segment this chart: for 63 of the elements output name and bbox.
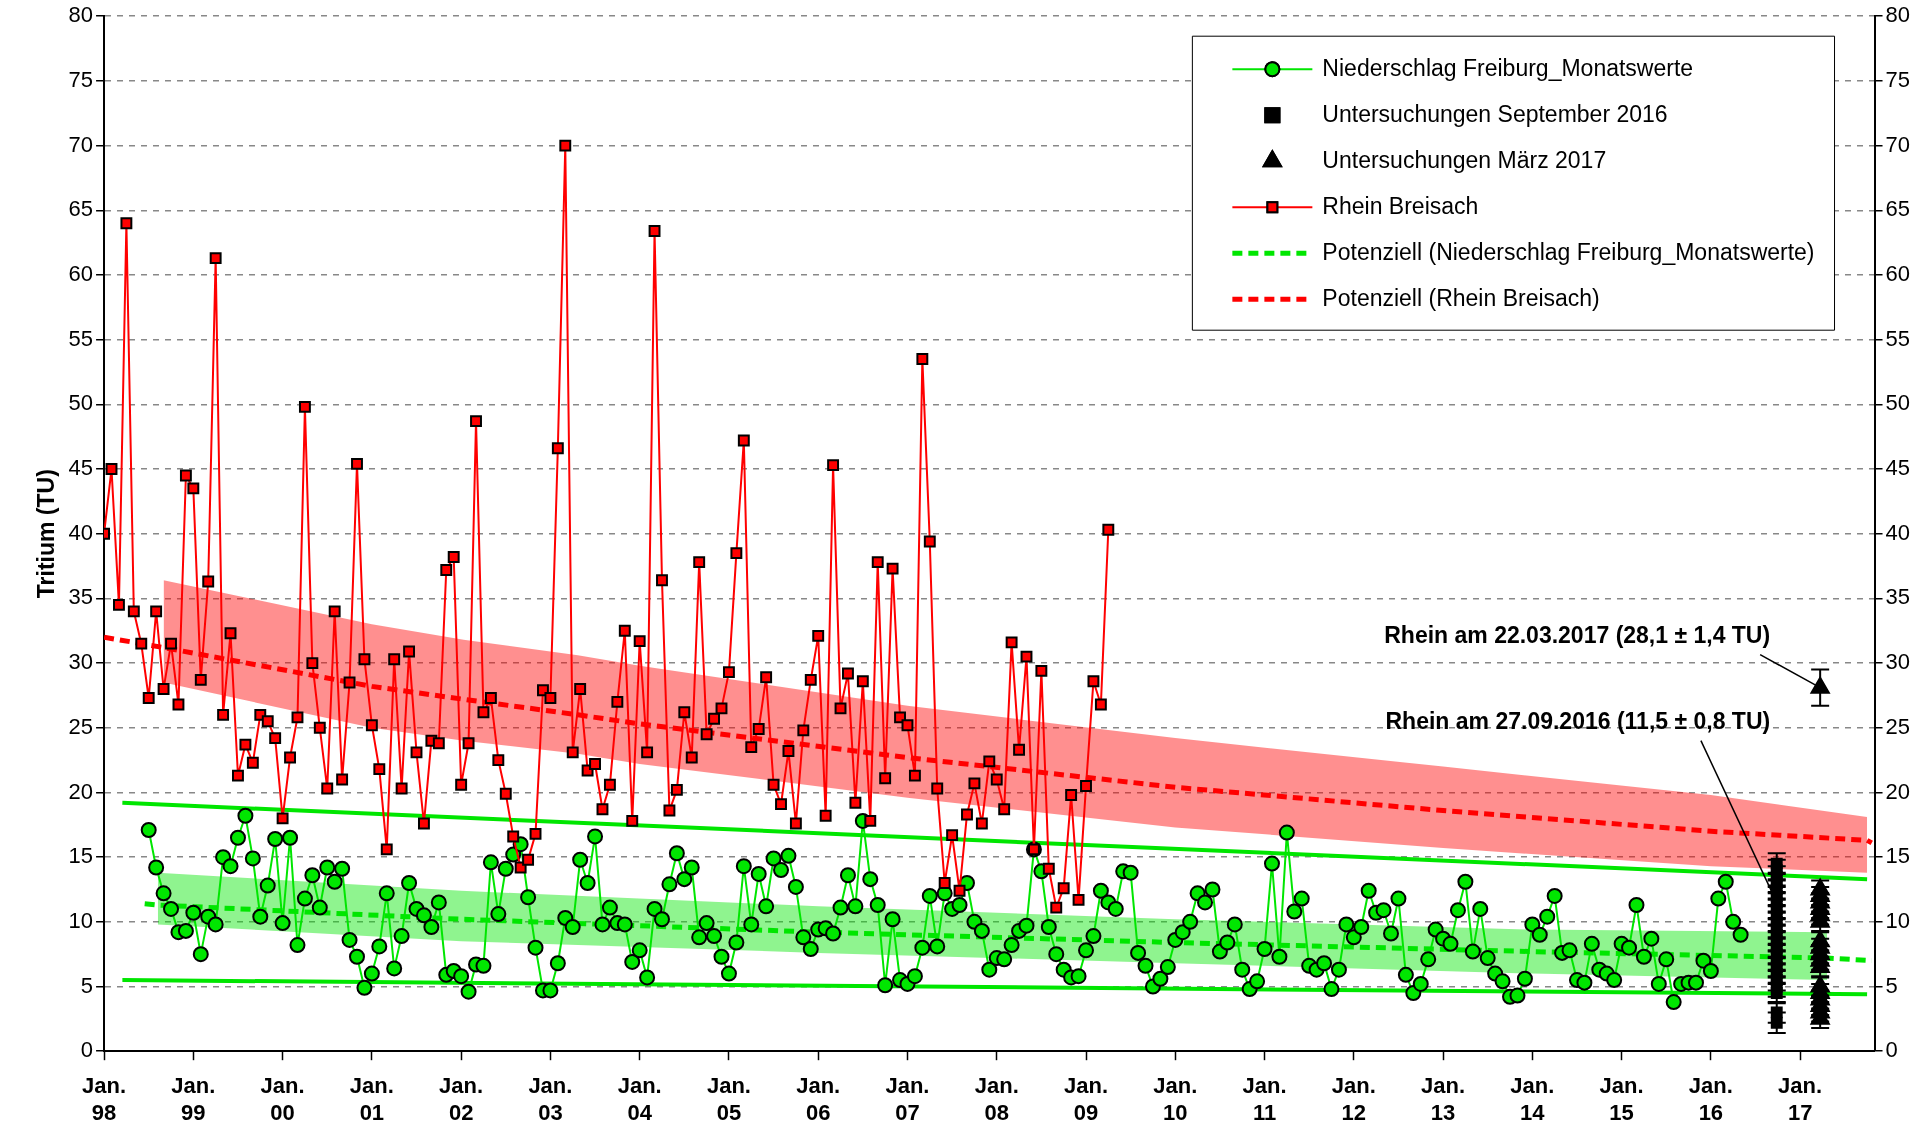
- y2-tick-label: 5: [1885, 972, 1898, 998]
- x-tick-label: Jan. 99: [171, 1073, 216, 1125]
- x-tick-label: Jan. 04: [617, 1073, 662, 1125]
- y-tick-label: 75: [68, 66, 94, 92]
- x-tick-label: Jan. 09: [1063, 1073, 1109, 1125]
- y2-tick-label: 25: [1885, 713, 1911, 739]
- y2-tick-label: 15: [1885, 843, 1911, 869]
- legend-label: Rhein Breisach: [1322, 192, 1479, 219]
- x-tick-label: Jan. 07: [885, 1073, 930, 1125]
- x-tick-label: Jan. 00: [260, 1073, 305, 1125]
- y-tick-label: 15: [68, 843, 94, 869]
- y2-tick-label: 70: [1885, 131, 1911, 157]
- y2-tick-label: 80: [1885, 2, 1911, 28]
- x-tick-label: Jan. 05: [706, 1073, 751, 1125]
- y-tick-label: 65: [68, 196, 94, 222]
- y2-tick-label: 50: [1885, 390, 1911, 416]
- legend-label: Niederschlag Freiburg_Monatswerte: [1322, 54, 1694, 81]
- legend-label: Potenziell (Rhein Breisach): [1322, 284, 1600, 311]
- y2-tick-label: 60: [1885, 261, 1911, 287]
- y-tick-label: 10: [68, 907, 94, 933]
- y2-tick-label: 75: [1885, 66, 1911, 92]
- x-tick-label: Jan. 15: [1599, 1073, 1644, 1125]
- y-tick-label: 80: [68, 2, 94, 28]
- y2-tick-label: 55: [1885, 325, 1911, 351]
- x-tick-label: Jan. 10: [1153, 1073, 1198, 1125]
- legend-label: Untersuchungen März 2017: [1322, 146, 1607, 173]
- x-tick-label: Jan. 16: [1688, 1073, 1733, 1125]
- legend-label: Untersuchungen September 2016: [1322, 100, 1668, 127]
- legend-label: Potenziell (Niederschlag Freiburg_Monatswerte): [1322, 238, 1815, 265]
- y2-tick-label: 65: [1885, 196, 1911, 222]
- y-tick-label: 50: [68, 390, 94, 416]
- y-tick-label: 35: [68, 584, 94, 610]
- x-tick-label: Jan. 14: [1510, 1073, 1555, 1125]
- y-tick-label: 40: [68, 519, 94, 545]
- y-tick-label: 60: [68, 261, 94, 287]
- y2-tick-label: 0: [1885, 1037, 1898, 1063]
- y-tick-label: 55: [68, 325, 94, 351]
- annotation: Rhein am 22.03.2017 (28,1 ± 1,4 TU): [1384, 621, 1771, 648]
- y-tick-label: 70: [68, 131, 94, 157]
- y2-tick-label: 35: [1885, 584, 1911, 610]
- x-tick-label: Jan. 01: [349, 1073, 394, 1125]
- y2-tick-label: 30: [1885, 649, 1911, 675]
- x-tick-label: Jan. 02: [439, 1073, 484, 1125]
- x-tick-label: Jan. 13: [1421, 1073, 1466, 1125]
- x-tick-label: Jan. 03: [528, 1073, 573, 1125]
- x-tick-label: Jan. 17: [1778, 1073, 1823, 1125]
- y2-tick-label: 20: [1885, 778, 1911, 804]
- y2-tick-label: 40: [1885, 519, 1911, 545]
- y-tick-label: 30: [68, 649, 94, 675]
- y-tick-label: 25: [68, 713, 94, 739]
- y2-tick-label: 10: [1885, 907, 1911, 933]
- y-tick-label: 20: [68, 778, 94, 804]
- y-axis-title: Tritium (TU): [33, 469, 60, 599]
- y-tick-label: 0: [80, 1037, 94, 1063]
- x-tick-label: Jan. 06: [796, 1073, 841, 1125]
- x-tick-label: Jan. 08: [974, 1073, 1019, 1125]
- annotation: Rhein am 27.09.2016 (11,5 ± 0,8 TU): [1385, 707, 1771, 734]
- y2-tick-label: 45: [1885, 455, 1911, 481]
- x-tick-label: Jan. 11: [1242, 1073, 1287, 1125]
- y-tick-label: 45: [68, 455, 94, 481]
- x-tick-label: Jan. 98: [82, 1073, 127, 1125]
- y-tick-label: 5: [80, 972, 94, 998]
- x-tick-label: Jan. 12: [1331, 1073, 1376, 1125]
